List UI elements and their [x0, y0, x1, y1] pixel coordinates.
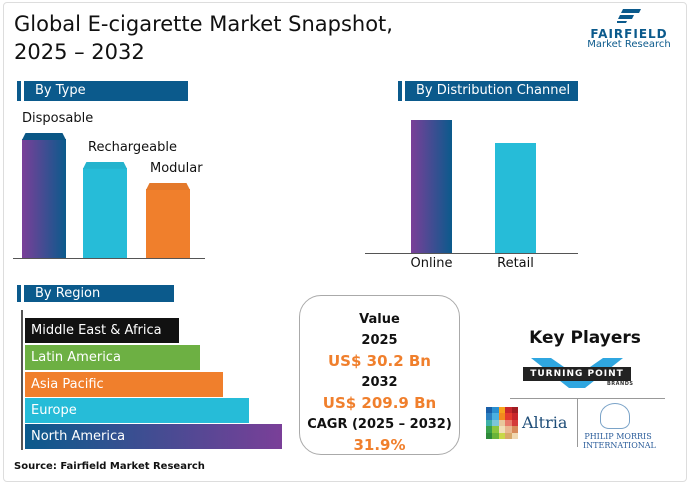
altria-tile — [486, 419, 493, 427]
pmi-name: PHILIP MORRIS INTERNATIONAL — [583, 432, 656, 450]
type-label: Rechargeable — [88, 139, 177, 155]
cagr-value: 31.9% — [353, 436, 406, 454]
altria-tile — [492, 419, 499, 427]
altria-tile — [511, 419, 518, 427]
fairfield-logo: FAIRFIELD Market Research — [584, 8, 674, 50]
turning-point-name: TURNING POINT — [523, 367, 631, 381]
region-bar: North America — [25, 424, 282, 449]
region-bar: Middle East & Africa — [25, 318, 180, 343]
turning-point-logo: TURNING POINT BRANDS — [523, 358, 633, 388]
by-type-header: By Type — [17, 81, 188, 101]
altria-name: Altria — [522, 413, 568, 432]
channel-bar-online — [411, 120, 452, 253]
value-label: Value — [359, 312, 400, 327]
year-2025: 2025 — [361, 333, 398, 348]
altria-tile — [498, 432, 506, 439]
altria-tile — [505, 419, 512, 427]
altria-tile — [492, 432, 499, 439]
altria-tile — [486, 432, 493, 439]
year-2032: 2032 — [361, 375, 398, 390]
turning-point-brands: BRANDS — [607, 381, 634, 387]
altria-tile — [511, 432, 518, 439]
value-box: Value 2025 US$ 30.2 Bn 2032 US$ 209.9 Bn… — [299, 295, 460, 455]
altria-icon — [486, 407, 518, 439]
altria-tile — [486, 407, 493, 414]
type-label: Disposable — [22, 111, 94, 126]
altria-tile — [498, 413, 506, 420]
altria-tile — [505, 426, 512, 433]
type-bar-rechargeable — [83, 167, 127, 258]
type-bar-cap — [83, 161, 127, 169]
by-region-header: By Region — [17, 285, 174, 302]
altria-tile — [498, 426, 506, 433]
region-bar: Latin America — [25, 345, 200, 370]
channel-bar-retail — [495, 142, 536, 253]
altria-tile — [498, 407, 506, 414]
by-channel-header: By Distribution Channel — [398, 81, 578, 101]
channel-label: Retail — [497, 256, 534, 271]
altria-tile — [492, 413, 499, 420]
region-axis — [21, 310, 23, 450]
page-frame — [3, 2, 687, 482]
logo-name: FAIRFIELD — [590, 27, 668, 41]
altria-tile — [505, 413, 512, 420]
altria-tile — [505, 432, 512, 439]
page-title: Global E-cigarette Market Snapshot, 2025 … — [14, 12, 393, 64]
altria-tile — [505, 407, 512, 414]
altria-tile — [498, 419, 506, 427]
altria-tile — [511, 426, 518, 433]
value-2025: US$ 30.2 Bn — [328, 352, 431, 370]
altria-tile — [486, 413, 493, 420]
region-bar: Europe — [25, 398, 249, 423]
altria-tile — [486, 426, 493, 433]
type-label: Modular — [150, 161, 203, 176]
type-bar-cap — [22, 133, 66, 140]
fairfield-logo-icon — [617, 9, 641, 23]
type-bar-cap — [146, 183, 190, 190]
altria-tile — [492, 426, 499, 433]
type-bar-disposable — [22, 139, 66, 258]
key-players-title: Key Players — [529, 328, 641, 348]
value-2032: US$ 209.9 Bn — [322, 394, 437, 412]
altria-tile — [511, 413, 518, 420]
type-axis — [13, 258, 205, 259]
logo-sub: Market Research — [587, 39, 671, 50]
altria-tile — [511, 407, 518, 414]
players-divider-h — [510, 398, 665, 399]
source-note: Source: Fairfield Market Research — [14, 461, 205, 472]
channel-axis — [365, 253, 578, 254]
channel-label: Online — [410, 256, 453, 271]
altria-tile — [492, 407, 499, 414]
region-bar: Asia Pacific — [25, 372, 223, 397]
type-bar-modular — [146, 189, 190, 258]
players-divider-v — [577, 399, 578, 447]
cagr-label: CAGR (2025 – 2032) — [307, 417, 452, 432]
pmi-crest-icon — [600, 403, 630, 429]
